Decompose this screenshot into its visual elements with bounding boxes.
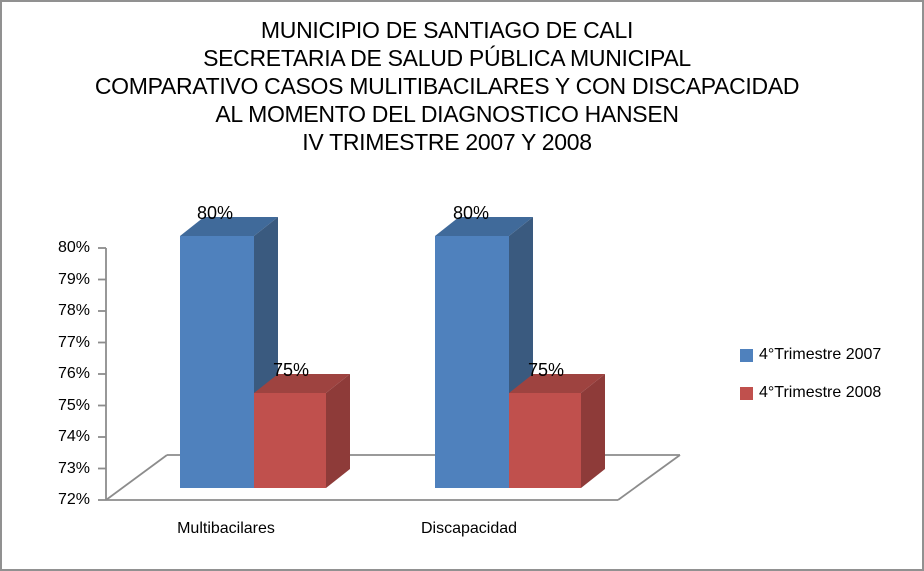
bar-2008-multibacilares-front [254, 393, 326, 488]
floor-left-edge [105, 454, 168, 501]
legend-swatch-2007 [740, 348, 753, 362]
y-tick-label: 79% [57, 270, 90, 288]
bar-2008-multibacilares-side [326, 374, 350, 488]
bar-2007-multibacilares-front [180, 236, 254, 488]
legend-label-2008: 4°Trimestre 2008 [759, 384, 882, 401]
bar-2008-discapacidad [509, 374, 605, 488]
y-tick-label: 77% [57, 333, 90, 351]
bar-2008-multibacilares [254, 374, 350, 488]
chart-title-line-4: AL MOMENTO DEL DIAGNOSTICO HANSEN [215, 101, 679, 127]
legend-label-2007: 4°Trimestre 2007 [759, 346, 882, 363]
chart-title-line-2: SECRETARIA DE SALUD PÚBLICA MUNICIPAL [203, 45, 691, 71]
data-label-2008-discapacidad: 75% [527, 360, 565, 380]
chart-title-line-1: MUNICIPIO DE SANTIAGO DE CALI [260, 17, 634, 43]
bar-2008-discapacidad-side [581, 374, 605, 488]
bar-2008-multibacilares-top [254, 374, 350, 393]
chart-title-line-3: COMPARATIVO CASOS MULITIBACILARES Y CON … [94, 73, 800, 99]
y-tick-label: 76% [57, 365, 90, 382]
bar-2007-discapacidad-front [435, 236, 509, 488]
legend-swatch-2008 [740, 386, 753, 400]
category-label-multibacilares: Multibacilares [177, 520, 275, 537]
category-label-discapacidad: Discapacidad [420, 520, 518, 537]
y-tick-label: 78% [57, 302, 90, 319]
bar-2007-multibacilares-top [180, 217, 278, 236]
y-tick-label: 72% [57, 491, 90, 508]
legend-item-2007: 4°Trimestre 2007 [740, 346, 881, 364]
bar-2007-discapacidad-top [435, 217, 533, 236]
legend-item-2008: 4°Trimestre 2008 [740, 384, 881, 402]
bar-2007-discapacidad [435, 217, 533, 488]
chart-title: MUNICIPIO DE SANTIAGO DE CALI SECRETARIA… [2, 16, 892, 156]
data-label-2007-multibacilares: 80% [196, 203, 234, 223]
bar-2008-discapacidad-top [509, 374, 605, 393]
y-axis [98, 247, 107, 501]
y-tick-label: 75% [57, 396, 90, 414]
y-tick-label: 73% [57, 459, 90, 477]
data-label-2007-discapacidad: 80% [452, 203, 490, 223]
y-tick-label: 74% [57, 428, 90, 445]
chart-title-line-5: IV TRIMESTRE 2007 Y 2008 [302, 129, 592, 155]
floor-right-edge [617, 454, 681, 501]
bar-2008-discapacidad-front [509, 393, 581, 488]
data-label-2008-multibacilares: 75% [272, 360, 310, 380]
y-tick-label: 80% [57, 239, 90, 256]
